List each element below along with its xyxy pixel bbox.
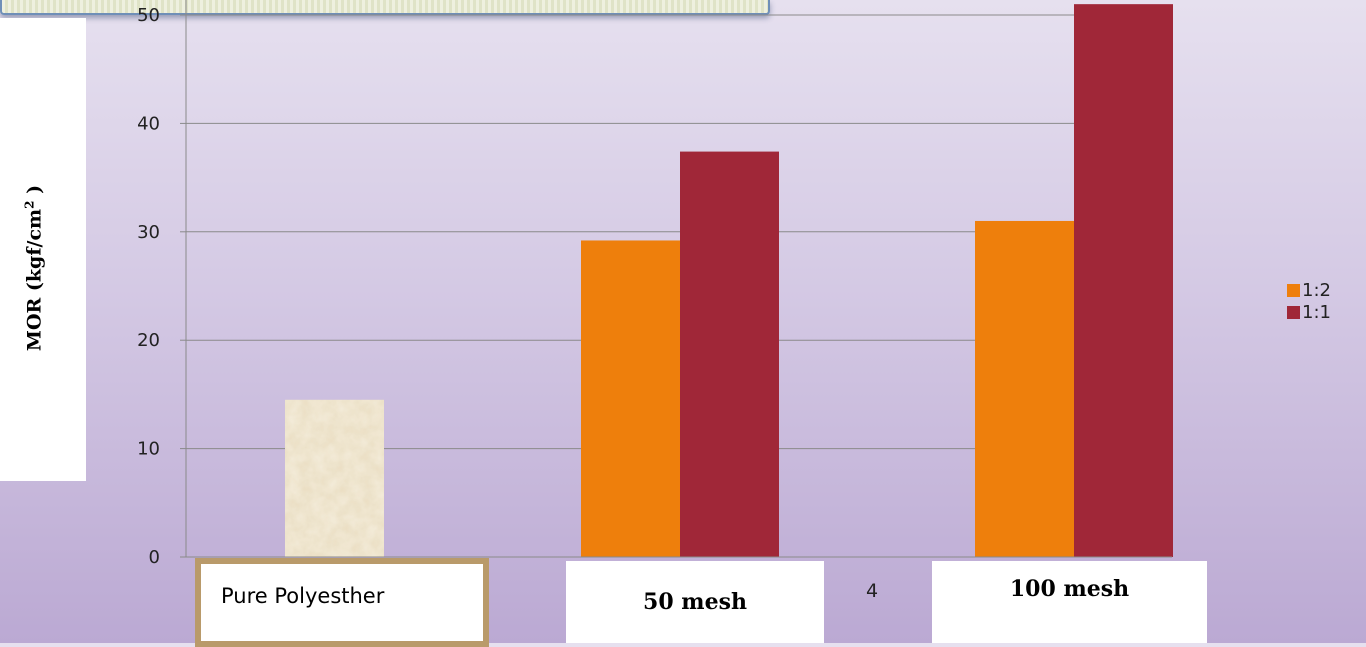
category-tick-label: 4 (866, 580, 879, 602)
legend-label-1-1: 1:1 (1302, 302, 1331, 323)
category-label-50-mesh: 50 mesh (566, 561, 824, 643)
category-label-pure-polyesther: Pure Polyesther (195, 558, 489, 647)
y-tick-label-40: 40 (137, 113, 160, 134)
top-decorative-frame (0, 0, 770, 15)
bar-texture-pure-polyesther (285, 399, 384, 557)
legend-swatch-1-1 (1287, 306, 1300, 319)
bar-50-mesh-1-1 (680, 151, 779, 558)
y-axis-label-panel: MOR (kgf/cm2 ) (0, 18, 86, 481)
legend-label-1-2: 1:2 (1302, 280, 1331, 301)
bar-100-mesh-1-2 (975, 220, 1074, 557)
y-tick-label-10: 10 (137, 439, 160, 460)
y-tick-label-20: 20 (137, 330, 160, 351)
y-tick-label-30: 30 (137, 222, 160, 243)
bar-100-mesh-1-1 (1074, 4, 1173, 558)
y-tick-labels: 0 10 20 30 40 50 (137, 5, 160, 568)
bar-50-mesh-1-2 (581, 240, 680, 558)
legend-item-1-2: 1:2 (1287, 280, 1331, 301)
y-tick-label-0: 0 (149, 547, 160, 568)
legend-item-1-1: 1:1 (1287, 302, 1331, 323)
bars (285, 4, 1173, 558)
legend-swatch-1-2 (1287, 284, 1300, 297)
category-label-100-mesh: 100 mesh (932, 561, 1207, 643)
y-tick-label-50: 50 (137, 5, 160, 26)
